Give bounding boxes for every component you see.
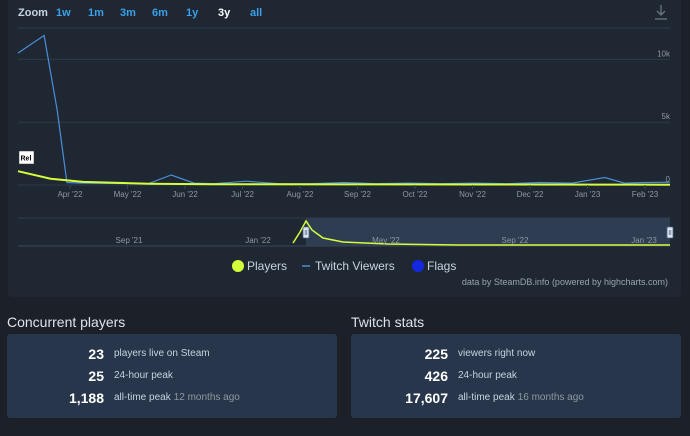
zoom-1w-button[interactable]: 1w — [56, 7, 71, 19]
concurrent-players-box: 23 players live on Steam 25 24-hour peak… — [7, 334, 337, 418]
stat-number: 225 — [424, 346, 448, 362]
stat-row: 426 24-hour peak — [351, 368, 681, 388]
stat-label-text: 24-hour peak — [114, 370, 173, 381]
stat-number: 17,607 — [405, 390, 448, 406]
player-chart: Zoom 1w 1m 3m 6m 1y 3y all Apr '22 May '2… — [17, 5, 674, 287]
stat-row: 23 players live on Steam — [7, 346, 337, 366]
x-tick-label: Nov '22 — [459, 190, 486, 199]
stat-number: 426 — [424, 368, 448, 384]
navigator-players-line — [292, 219, 670, 246]
legend-item-players[interactable]: Players — [232, 259, 287, 273]
chart-grid — [18, 27, 670, 186]
x-tick-label: Sep '22 — [344, 190, 371, 199]
stat-label: 24-hour peak — [114, 370, 173, 381]
navigator-right-handle[interactable] — [666, 226, 674, 239]
stat-time-ago[interactable]: 16 months ago — [517, 392, 584, 403]
zoom-3m-button[interactable]: 3m — [120, 7, 136, 19]
zoom-all-button[interactable]: all — [250, 7, 262, 19]
y-tick-label: 10k — [657, 49, 671, 58]
x-tick-label: Jun '22 — [172, 190, 198, 199]
concurrent-players-title: Concurrent players — [7, 314, 126, 330]
chart-legend: Players Twitch Viewers Flags — [232, 259, 456, 273]
y-tick-label: 5k — [662, 112, 671, 121]
stat-label-text: players live on Steam — [114, 348, 210, 359]
download-icon[interactable] — [655, 5, 667, 20]
series-layer — [17, 34, 671, 186]
stat-number: 1,188 — [68, 390, 104, 406]
x-tick-label: Jul '22 — [231, 190, 254, 199]
legend-item-twitch-viewers[interactable]: Twitch Viewers — [302, 259, 395, 273]
players-series-line[interactable] — [17, 170, 671, 186]
navigator-tick-label: Jan '22 — [245, 236, 271, 245]
legend-players-label: Players — [247, 259, 287, 273]
stat-time-ago[interactable]: 12 months ago — [173, 392, 240, 403]
release-flag[interactable]: Rel — [18, 150, 35, 165]
x-tick-label: Apr '22 — [57, 190, 83, 199]
x-axis: Apr '22 May '22 Jun '22 Jul '22 Aug '22 Sep '… — [57, 185, 659, 199]
zoom-label: Zoom — [18, 7, 48, 19]
zoom-bar: Zoom 1w 1m 3m 6m 1y 3y all — [18, 7, 262, 19]
flag-label: Rel — [21, 156, 32, 163]
stat-row: 17,607 all-time peak 16 months ago — [351, 390, 681, 410]
x-tick-label: Aug '22 — [287, 190, 314, 199]
chart-credit[interactable]: data by SteamDB.info (powered by highcha… — [462, 277, 668, 287]
stat-label-text: all-time peak — [458, 392, 515, 403]
twitch-viewers-series-line[interactable] — [17, 34, 671, 185]
stat-label: 24-hour peak — [458, 370, 517, 381]
navigator-selection[interactable] — [306, 218, 670, 246]
legend-flags-label: Flags — [427, 259, 456, 273]
x-tick-label: Oct '22 — [402, 190, 428, 199]
navigator-tick-label: Jan '23 — [631, 236, 657, 245]
navigator-left-handle[interactable] — [302, 226, 310, 239]
flags-legend-marker — [412, 260, 424, 272]
y-axis: 10k 5k 0 — [657, 49, 671, 184]
stat-label-text: all-time peak — [114, 392, 171, 403]
stat-label-text: viewers right now — [458, 348, 536, 359]
stat-number: 25 — [88, 368, 104, 384]
stat-row: 225 viewers right now — [351, 346, 681, 366]
stat-number: 23 — [88, 346, 104, 362]
navigator-tick-label: Sep '22 — [502, 236, 529, 245]
chart-panel: Zoom 1w 1m 3m 6m 1y 3y all Apr '22 May '2… — [8, 0, 681, 297]
x-tick-label: May '22 — [114, 190, 142, 199]
stat-label-text: 24-hour peak — [458, 370, 517, 381]
legend-twitch-label: Twitch Viewers — [315, 259, 395, 273]
zoom-1m-button[interactable]: 1m — [88, 7, 104, 19]
stat-label: players live on Steam — [114, 348, 210, 359]
x-tick-label: Feb '23 — [632, 190, 659, 199]
navigator-tick-label: May '22 — [372, 236, 400, 245]
navigator[interactable]: Sep '21 Jan '22 May '22 Sep '22 Jan '23 — [18, 217, 674, 247]
zoom-3y-button[interactable]: 3y — [218, 7, 231, 19]
x-tick-label: Jan '23 — [575, 190, 601, 199]
twitch-stats-box: 225 viewers right now 426 24-hour peak 1… — [351, 334, 681, 418]
legend-item-flags[interactable]: Flags — [412, 259, 456, 273]
zoom-6m-button[interactable]: 6m — [152, 7, 168, 19]
players-legend-marker — [232, 260, 244, 272]
y-tick-label: 0 — [666, 175, 671, 184]
x-tick-label: Dec '22 — [517, 190, 544, 199]
stat-label: all-time peak 12 months ago — [114, 392, 240, 403]
zoom-1y-button[interactable]: 1y — [186, 7, 199, 19]
stat-row: 1,188 all-time peak 12 months ago — [7, 390, 337, 410]
stat-label: viewers right now — [458, 348, 535, 359]
stat-label: all-time peak 16 months ago — [458, 392, 584, 403]
stat-row: 25 24-hour peak — [7, 368, 337, 388]
twitch-stats-title: Twitch stats — [351, 314, 425, 330]
navigator-tick-label: Sep '21 — [116, 236, 143, 245]
